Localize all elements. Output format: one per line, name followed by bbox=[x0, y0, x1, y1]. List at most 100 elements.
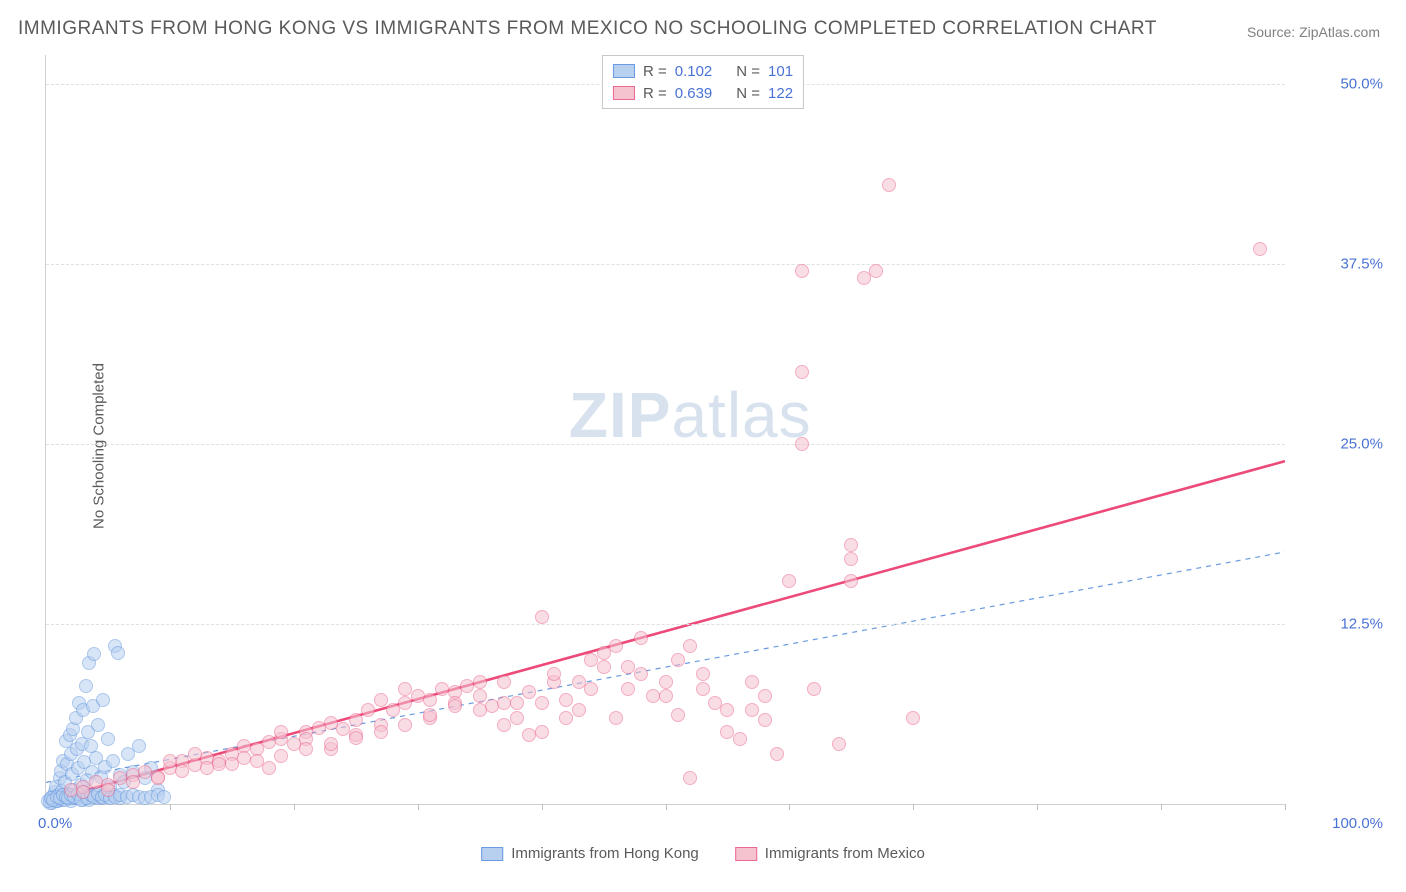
data-point bbox=[188, 747, 202, 761]
watermark-thin: atlas bbox=[671, 379, 811, 451]
data-point bbox=[423, 708, 437, 722]
data-point bbox=[547, 667, 561, 681]
data-point bbox=[795, 365, 809, 379]
data-point bbox=[634, 667, 648, 681]
x-tick bbox=[913, 804, 914, 810]
stats-legend: R = 0.102 N = 101 R = 0.639 N = 122 bbox=[602, 55, 804, 109]
data-point bbox=[349, 731, 363, 745]
data-point bbox=[696, 667, 710, 681]
data-point bbox=[770, 747, 784, 761]
data-point bbox=[584, 682, 598, 696]
r-value-mx: 0.639 bbox=[675, 85, 713, 102]
data-point bbox=[621, 660, 635, 674]
data-point bbox=[671, 708, 685, 722]
stats-row-mx: R = 0.639 N = 122 bbox=[613, 82, 793, 104]
data-point bbox=[151, 771, 165, 785]
x-axis-max-label: 100.0% bbox=[1332, 815, 1383, 832]
legend-item-hk: Immigrants from Hong Kong bbox=[481, 845, 699, 862]
source-value: ZipAtlas.com bbox=[1299, 24, 1380, 40]
y-tick-label: 25.0% bbox=[1293, 435, 1383, 452]
data-point bbox=[906, 711, 920, 725]
data-point bbox=[262, 761, 276, 775]
gridline bbox=[46, 264, 1285, 265]
data-point bbox=[621, 682, 635, 696]
data-point bbox=[659, 689, 673, 703]
y-tick-label: 50.0% bbox=[1293, 75, 1383, 92]
x-tick bbox=[666, 804, 667, 810]
data-point bbox=[733, 732, 747, 746]
r-label: R = bbox=[643, 85, 667, 102]
r-value-hk: 0.102 bbox=[675, 63, 713, 80]
data-point bbox=[497, 696, 511, 710]
gridline bbox=[46, 624, 1285, 625]
data-point bbox=[597, 660, 611, 674]
chart-plot-area: ZIPatlas 0.0% 100.0% 12.5%25.0%37.5%50.0… bbox=[45, 55, 1285, 805]
y-tick-label: 12.5% bbox=[1293, 615, 1383, 632]
data-point bbox=[535, 696, 549, 710]
data-point bbox=[448, 699, 462, 713]
gridline bbox=[46, 444, 1285, 445]
data-point bbox=[175, 764, 189, 778]
legend-label-hk: Immigrants from Hong Kong bbox=[511, 845, 699, 862]
data-point bbox=[745, 675, 759, 689]
n-value-hk: 101 bbox=[768, 63, 793, 80]
x-tick bbox=[418, 804, 419, 810]
data-point bbox=[106, 754, 120, 768]
data-point bbox=[559, 693, 573, 707]
data-point bbox=[398, 718, 412, 732]
data-point bbox=[683, 639, 697, 653]
data-point bbox=[522, 685, 536, 699]
data-point bbox=[720, 703, 734, 717]
data-point bbox=[349, 713, 363, 727]
watermark-bold: ZIP bbox=[569, 379, 672, 451]
data-point bbox=[683, 771, 697, 785]
data-point bbox=[87, 647, 101, 661]
data-point bbox=[299, 742, 313, 756]
swatch-mx bbox=[613, 86, 635, 100]
data-point bbox=[572, 675, 586, 689]
data-point bbox=[91, 718, 105, 732]
data-point bbox=[782, 574, 796, 588]
data-point bbox=[76, 785, 90, 799]
watermark: ZIPatlas bbox=[569, 378, 812, 452]
data-point bbox=[274, 725, 288, 739]
series-legend: Immigrants from Hong Kong Immigrants fro… bbox=[481, 845, 925, 862]
data-point bbox=[423, 693, 437, 707]
x-tick bbox=[294, 804, 295, 810]
data-point bbox=[250, 754, 264, 768]
data-point bbox=[157, 790, 171, 804]
x-tick bbox=[1037, 804, 1038, 810]
data-point bbox=[844, 538, 858, 552]
n-label: N = bbox=[736, 85, 760, 102]
data-point bbox=[101, 783, 115, 797]
n-value-mx: 122 bbox=[768, 85, 793, 102]
legend-label-mx: Immigrants from Mexico bbox=[765, 845, 925, 862]
data-point bbox=[696, 682, 710, 696]
r-label: R = bbox=[643, 63, 667, 80]
x-tick bbox=[170, 804, 171, 810]
data-point bbox=[101, 732, 115, 746]
x-tick bbox=[789, 804, 790, 810]
data-point bbox=[126, 775, 140, 789]
data-point bbox=[882, 178, 896, 192]
data-point bbox=[609, 711, 623, 725]
source-label: Source: bbox=[1247, 24, 1299, 40]
data-point bbox=[597, 646, 611, 660]
data-point bbox=[535, 725, 549, 739]
swatch-hk bbox=[613, 64, 635, 78]
x-tick bbox=[1161, 804, 1162, 810]
data-point bbox=[758, 713, 772, 727]
data-point bbox=[671, 653, 685, 667]
source-attribution: Source: ZipAtlas.com bbox=[1247, 24, 1380, 40]
data-point bbox=[832, 737, 846, 751]
y-tick-label: 37.5% bbox=[1293, 255, 1383, 272]
data-point bbox=[510, 696, 524, 710]
data-point bbox=[79, 679, 93, 693]
stats-row-hk: R = 0.102 N = 101 bbox=[613, 60, 793, 82]
data-point bbox=[572, 703, 586, 717]
data-point bbox=[473, 703, 487, 717]
data-point bbox=[374, 693, 388, 707]
data-point bbox=[634, 631, 648, 645]
data-point bbox=[559, 711, 573, 725]
data-point bbox=[497, 675, 511, 689]
